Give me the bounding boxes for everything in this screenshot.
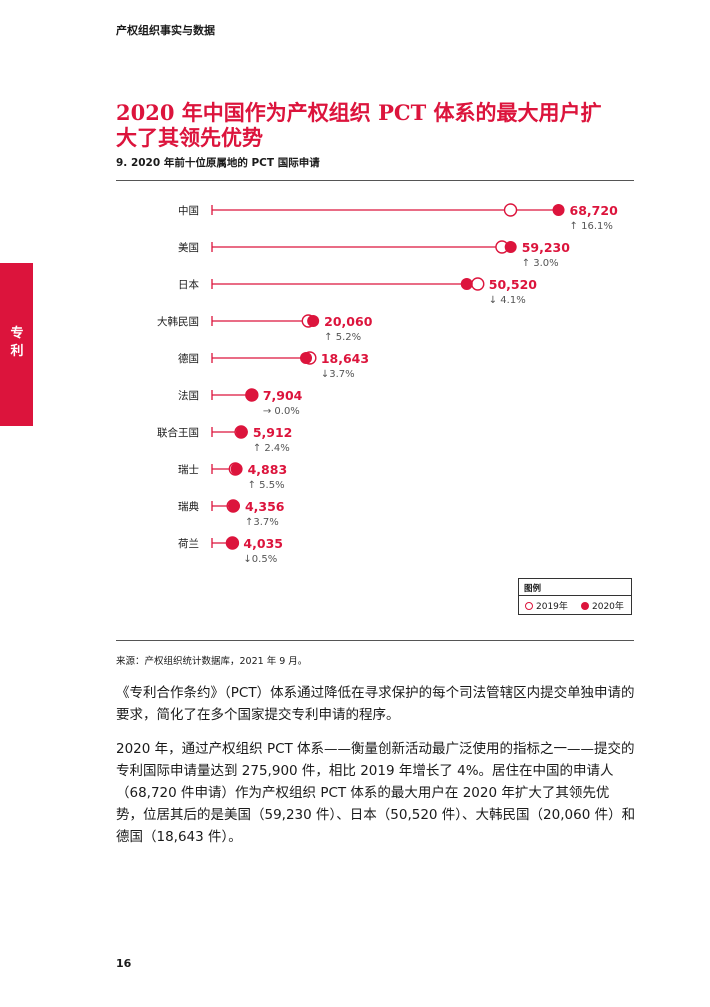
data-label: 20,060 xyxy=(324,314,373,329)
section-tab-label: 专利 xyxy=(10,326,24,359)
legend-divider xyxy=(519,595,631,596)
category-label: 瑞士 xyxy=(178,463,199,476)
legend-label-2019: 2019年 xyxy=(536,602,568,612)
change-label: ↓3.7% xyxy=(321,369,355,380)
category-label: 荷兰 xyxy=(178,537,199,550)
bottom-rule xyxy=(116,640,634,641)
page-number: 16 xyxy=(116,957,132,970)
point-2020 xyxy=(226,537,239,549)
figure-caption: 9. 2020 年前十位原属地的 PCT 国际申请 xyxy=(116,157,320,169)
change-label: ↓ 4.1% xyxy=(489,295,526,306)
data-label: 50,520 xyxy=(489,277,538,292)
point-2020 xyxy=(245,389,258,401)
hollow-circle-icon xyxy=(525,601,533,610)
category-label: 法国 xyxy=(178,389,199,402)
change-label: ↑ 5.2% xyxy=(324,332,361,343)
body-paragraph-2: 2020 年，通过产权组织 PCT 体系——衡量创新活动最广泛使用的指标之一——… xyxy=(116,741,636,845)
point-2020 xyxy=(307,315,320,327)
data-label: 68,720 xyxy=(570,203,619,218)
change-label: ↑ 16.1% xyxy=(570,221,613,232)
body-paragraph-1: 《专利合作条约》（PCT）体系通过降低在寻求保护的每个司法管辖区内提交单独申请的… xyxy=(116,685,635,723)
page-title: 2020 年中国作为产权组织 PCT 体系的最大用户扩大了其领先优势 xyxy=(116,100,602,150)
point-2020 xyxy=(504,241,517,253)
change-label: → 0.0% xyxy=(263,406,300,417)
change-label: ↓0.5% xyxy=(243,554,277,565)
section-tab[interactable]: 专利 xyxy=(0,263,33,426)
data-label: 4,035 xyxy=(243,536,283,551)
change-label: ↑ 3.0% xyxy=(522,258,559,269)
point-2020 xyxy=(460,278,473,290)
running-header: 产权组织事实与数据 xyxy=(116,24,215,37)
category-label: 联合王国 xyxy=(157,426,199,439)
category-label: 德国 xyxy=(178,352,199,365)
change-label: ↑ 5.5% xyxy=(248,480,285,491)
point-2020 xyxy=(230,463,243,475)
data-label: 18,643 xyxy=(321,351,369,366)
point-2020 xyxy=(227,500,240,512)
category-label: 美国 xyxy=(178,241,199,254)
point-2020 xyxy=(235,426,248,438)
change-label: ↑3.7% xyxy=(245,517,279,528)
data-label: 4,883 xyxy=(248,462,288,477)
data-label: 5,912 xyxy=(253,425,293,440)
data-label: 7,904 xyxy=(263,388,303,403)
filled-circle-icon xyxy=(581,601,589,610)
legend-item-2019: 2019年 xyxy=(525,599,568,612)
data-label: 4,356 xyxy=(245,499,285,514)
point-2019 xyxy=(471,277,485,291)
change-label: ↑ 2.4% xyxy=(253,443,290,454)
data-label: 59,230 xyxy=(522,240,571,255)
category-label: 中国 xyxy=(178,204,199,217)
category-label: 日本 xyxy=(178,278,199,291)
dot-chart: 中国 68,720 ↑ 16.1% 美国 59,230 ↑ 3.0% 日本 50,520 ↓ 4… xyxy=(157,203,619,565)
legend: 图例 2019年 2020年 xyxy=(518,578,632,615)
legend-title: 图例 xyxy=(524,584,542,594)
category-label: 瑞典 xyxy=(178,500,199,513)
legend-item-2020: 2020年 xyxy=(581,599,624,612)
source-note: 来源：产权组织统计数据库，2021 年 9 月。 xyxy=(116,656,308,667)
top-rule xyxy=(116,180,634,181)
category-label: 大韩民国 xyxy=(157,315,199,328)
point-2020 xyxy=(552,204,565,216)
legend-label-2020: 2020年 xyxy=(592,602,624,612)
point-2019 xyxy=(503,203,518,217)
point-2020 xyxy=(300,352,313,364)
